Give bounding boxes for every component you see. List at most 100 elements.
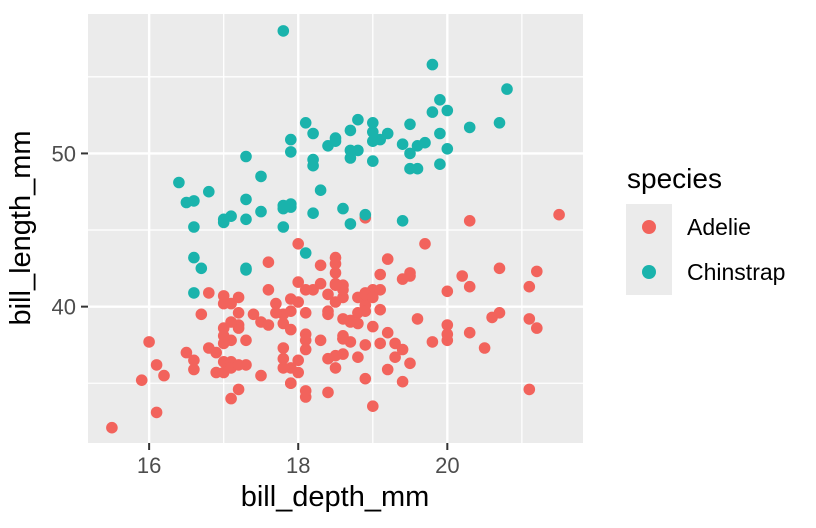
point-adelie xyxy=(314,259,327,272)
point-adelie xyxy=(531,265,543,278)
point-adelie xyxy=(203,287,215,299)
point-adelie xyxy=(553,208,565,221)
point-chinstrap xyxy=(314,184,327,196)
point-adelie xyxy=(262,319,275,331)
point-adelie xyxy=(314,277,327,290)
point-adelie xyxy=(225,297,237,310)
point-adelie xyxy=(299,284,312,296)
point-adelie xyxy=(322,386,334,399)
point-adelie xyxy=(456,270,469,282)
axis-tick-marks xyxy=(81,152,449,450)
x-tick-label: 18 xyxy=(286,453,310,478)
point-adelie xyxy=(247,308,260,321)
point-adelie xyxy=(478,342,491,354)
legend-swatch-adelie-icon xyxy=(642,220,656,234)
point-adelie xyxy=(188,363,200,376)
point-adelie xyxy=(523,280,536,293)
point-adelie xyxy=(285,377,297,390)
point-chinstrap xyxy=(307,127,319,140)
point-adelie xyxy=(225,316,237,328)
point-adelie xyxy=(277,342,290,354)
point-adelie xyxy=(329,267,342,279)
x-tick-label: 16 xyxy=(137,453,161,478)
point-adelie xyxy=(285,305,297,318)
point-adelie xyxy=(277,362,290,374)
point-adelie xyxy=(329,251,342,264)
point-adelie xyxy=(292,354,305,367)
point-adelie xyxy=(270,297,282,310)
point-adelie xyxy=(381,326,394,339)
legend-label-chinstrap: Chinstrap xyxy=(687,259,785,285)
point-adelie xyxy=(299,385,312,397)
y-axis-title: bill_length_mm xyxy=(5,130,37,325)
point-chinstrap xyxy=(463,121,476,134)
point-chinstrap xyxy=(411,162,424,175)
point-chinstrap xyxy=(352,113,364,126)
point-adelie xyxy=(240,334,252,347)
point-chinstrap xyxy=(426,58,439,71)
point-adelie xyxy=(262,256,275,269)
point-chinstrap xyxy=(240,150,252,163)
point-chinstrap xyxy=(344,144,357,157)
point-chinstrap xyxy=(240,262,252,275)
point-chinstrap xyxy=(434,127,446,140)
point-adelie xyxy=(285,293,297,305)
point-adelie xyxy=(359,339,372,351)
point-chinstrap xyxy=(299,247,312,259)
point-chinstrap xyxy=(188,251,200,264)
point-adelie xyxy=(531,322,543,334)
point-adelie xyxy=(367,400,379,413)
point-chinstrap xyxy=(367,117,379,129)
point-chinstrap xyxy=(501,83,513,95)
point-chinstrap xyxy=(217,213,230,226)
point-adelie xyxy=(106,421,118,434)
point-chinstrap xyxy=(255,170,267,183)
point-adelie xyxy=(441,319,454,331)
point-adelie xyxy=(285,323,297,336)
point-adelie xyxy=(411,313,424,325)
point-chinstrap xyxy=(434,158,446,170)
point-adelie xyxy=(195,308,208,321)
point-chinstrap xyxy=(307,207,319,219)
point-adelie xyxy=(329,296,342,308)
point-chinstrap xyxy=(441,143,454,155)
point-chinstrap xyxy=(307,153,319,166)
point-adelie xyxy=(389,351,401,364)
point-chinstrap xyxy=(188,287,200,299)
point-adelie xyxy=(352,351,364,364)
point-chinstrap xyxy=(255,205,267,218)
point-adelie xyxy=(329,362,342,374)
point-adelie xyxy=(367,320,379,333)
point-adelie xyxy=(299,334,312,347)
point-adelie xyxy=(396,343,409,356)
point-chinstrap xyxy=(277,25,290,37)
point-chinstrap xyxy=(441,104,454,117)
point-chinstrap xyxy=(337,202,349,215)
data-points xyxy=(106,25,565,434)
point-adelie xyxy=(232,307,245,319)
point-chinstrap xyxy=(396,215,409,227)
point-adelie xyxy=(463,215,476,227)
point-adelie xyxy=(426,336,439,348)
point-chinstrap xyxy=(277,221,290,233)
point-chinstrap xyxy=(434,94,446,106)
point-adelie xyxy=(441,328,454,341)
point-chinstrap xyxy=(195,262,208,275)
point-adelie xyxy=(381,253,394,265)
point-adelie xyxy=(180,346,193,359)
x-axis-title: bill_depth_mm xyxy=(241,481,430,513)
point-chinstrap xyxy=(367,126,379,138)
point-chinstrap xyxy=(277,202,290,215)
point-adelie xyxy=(292,276,305,288)
point-adelie xyxy=(217,290,230,302)
point-adelie xyxy=(255,369,267,382)
point-adelie xyxy=(225,392,237,405)
point-chinstrap xyxy=(396,138,409,150)
point-chinstrap xyxy=(285,133,297,146)
point-chinstrap xyxy=(240,193,252,206)
point-adelie xyxy=(292,366,305,379)
point-adelie xyxy=(329,279,342,292)
point-adelie xyxy=(203,342,215,354)
point-chinstrap xyxy=(344,124,357,137)
